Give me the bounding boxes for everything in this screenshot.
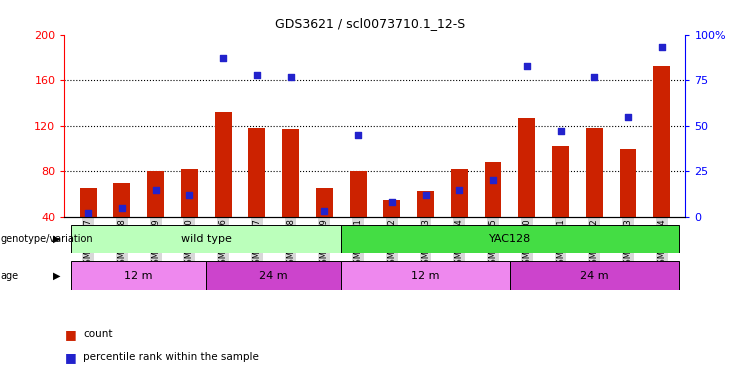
Bar	[341, 225, 679, 253]
Bar	[485, 162, 502, 217]
Point	[419, 192, 431, 198]
Point	[285, 73, 296, 79]
Bar	[341, 261, 510, 290]
Text: ▶: ▶	[53, 234, 61, 244]
Text: 24 m: 24 m	[580, 270, 608, 281]
Bar	[654, 66, 671, 217]
Bar	[113, 183, 130, 217]
Bar	[248, 128, 265, 217]
Text: 12 m: 12 m	[411, 270, 440, 281]
Bar	[510, 261, 679, 290]
Bar	[619, 149, 637, 217]
Text: GDS3621 / scl0073710.1_12-S: GDS3621 / scl0073710.1_12-S	[276, 17, 465, 30]
Point	[150, 187, 162, 193]
Text: 24 m: 24 m	[259, 270, 288, 281]
Text: ■: ■	[64, 351, 76, 364]
Point	[386, 199, 398, 205]
Text: count: count	[83, 329, 113, 339]
Bar	[71, 261, 206, 290]
Bar	[215, 112, 231, 217]
Bar	[451, 169, 468, 217]
Bar	[282, 129, 299, 217]
Bar	[181, 169, 198, 217]
Text: wild type: wild type	[181, 234, 232, 244]
Text: ■: ■	[64, 328, 76, 341]
Point	[184, 192, 196, 198]
Bar	[206, 261, 341, 290]
Point	[352, 132, 364, 138]
Bar	[350, 171, 367, 217]
Text: genotype/variation: genotype/variation	[1, 234, 93, 244]
Point	[487, 177, 499, 184]
Text: YAC128: YAC128	[489, 234, 531, 244]
Point	[588, 73, 600, 79]
Point	[116, 205, 127, 211]
Point	[82, 210, 94, 217]
Point	[554, 128, 566, 134]
Point	[251, 72, 263, 78]
Point	[217, 55, 229, 61]
Point	[319, 209, 330, 215]
Point	[453, 187, 465, 193]
Bar	[519, 118, 535, 217]
Bar	[586, 128, 602, 217]
Bar	[147, 171, 164, 217]
Bar	[417, 191, 434, 217]
Point	[656, 44, 668, 50]
Bar	[316, 189, 333, 217]
Bar	[79, 189, 96, 217]
Text: 12 m: 12 m	[124, 270, 153, 281]
Bar	[383, 200, 400, 217]
Point	[622, 114, 634, 120]
Bar	[71, 225, 341, 253]
Bar	[552, 146, 569, 217]
Text: ▶: ▶	[53, 270, 61, 281]
Text: percentile rank within the sample: percentile rank within the sample	[83, 352, 259, 362]
Text: age: age	[1, 270, 19, 281]
Point	[521, 63, 533, 69]
